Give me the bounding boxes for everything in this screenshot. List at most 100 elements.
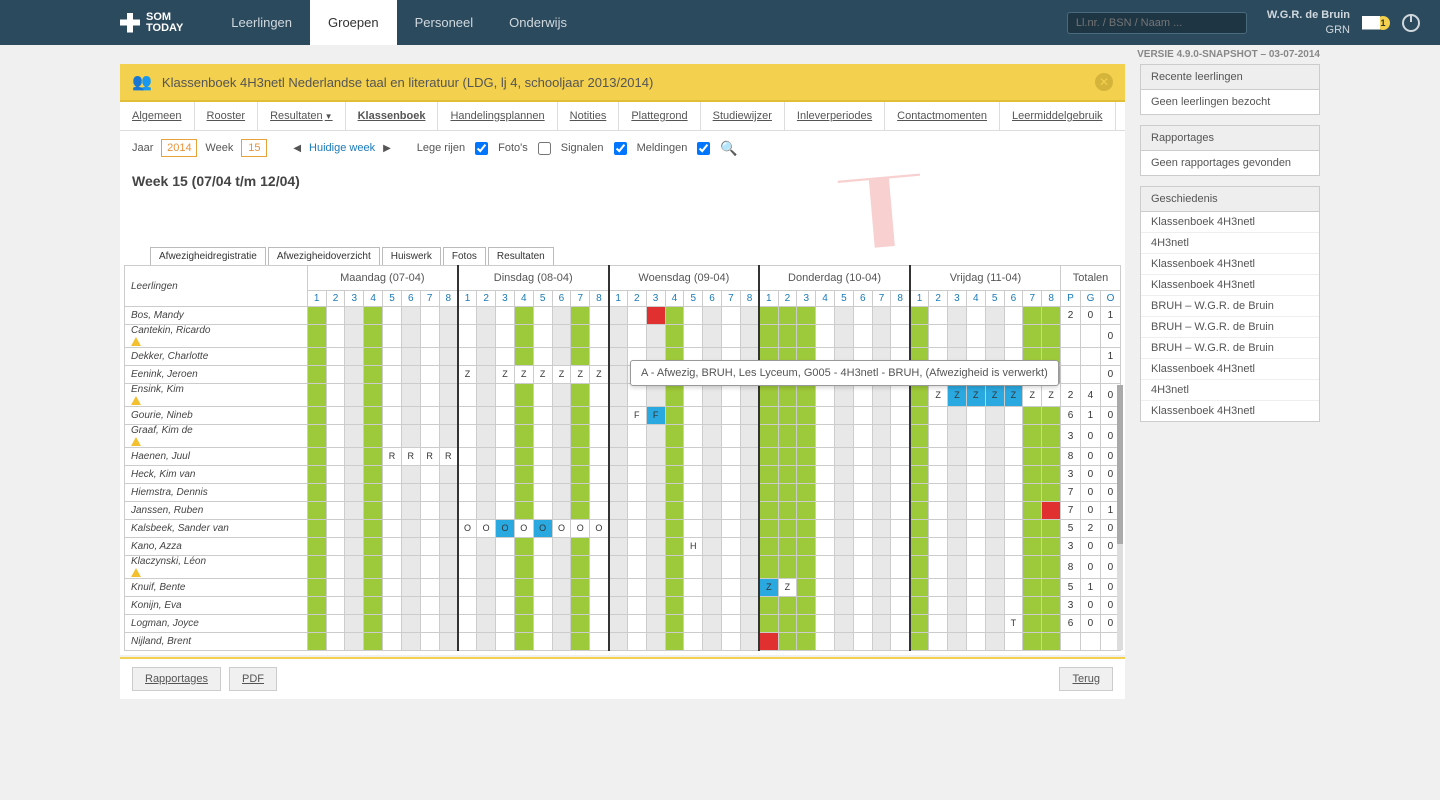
grid-cell[interactable]: T	[1004, 615, 1023, 633]
grid-cell[interactable]	[571, 307, 590, 325]
grid-cell[interactable]	[345, 348, 364, 366]
grid-cell[interactable]	[496, 484, 515, 502]
grid-cell[interactable]	[439, 633, 458, 651]
grid-cell[interactable]	[872, 466, 891, 484]
grid-cell[interactable]	[420, 484, 439, 502]
grid-cell[interactable]	[552, 597, 571, 615]
grid-cell[interactable]	[891, 325, 910, 348]
grid-cell[interactable]	[872, 597, 891, 615]
grid-cell[interactable]	[496, 384, 515, 407]
grid-cell[interactable]	[307, 597, 326, 615]
grid-cell[interactable]	[797, 384, 816, 407]
grid-cell[interactable]	[684, 466, 703, 484]
grid-cell[interactable]	[326, 538, 345, 556]
grid-cell[interactable]	[514, 502, 533, 520]
grid-cell[interactable]	[910, 384, 929, 407]
grid-cell[interactable]	[1004, 484, 1023, 502]
grid-cell[interactable]	[740, 502, 759, 520]
grid-cell[interactable]	[740, 307, 759, 325]
grid-cell[interactable]	[439, 366, 458, 384]
topnav-item-groepen[interactable]: Groepen	[310, 0, 397, 45]
grid-cell[interactable]	[590, 348, 609, 366]
grid-cell[interactable]	[514, 407, 533, 425]
grid-cell[interactable]: Z	[778, 579, 797, 597]
period-header[interactable]: 1	[759, 291, 778, 307]
grid-cell[interactable]	[307, 425, 326, 448]
grid-cell[interactable]	[665, 579, 684, 597]
grid-cell[interactable]	[703, 384, 722, 407]
period-header[interactable]: 1	[458, 291, 477, 307]
grid-cell[interactable]	[646, 538, 665, 556]
grid-cell[interactable]	[684, 520, 703, 538]
grid-cell[interactable]	[439, 538, 458, 556]
grid-cell[interactable]: O	[552, 520, 571, 538]
grid-cell[interactable]	[307, 325, 326, 348]
grid-cell[interactable]	[326, 484, 345, 502]
grid-cell[interactable]	[778, 502, 797, 520]
grid-cell[interactable]	[891, 407, 910, 425]
grid-cell[interactable]	[740, 484, 759, 502]
period-header[interactable]: 1	[609, 291, 628, 307]
grid-cell[interactable]	[571, 597, 590, 615]
grid-cell[interactable]	[834, 597, 853, 615]
grid-cell[interactable]: Z	[552, 366, 571, 384]
grid-cell[interactable]	[533, 384, 552, 407]
grid-cell[interactable]	[552, 307, 571, 325]
grid-cell[interactable]	[703, 484, 722, 502]
grid-cell[interactable]	[740, 448, 759, 466]
grid-cell[interactable]	[326, 307, 345, 325]
grid-cell[interactable]	[383, 538, 402, 556]
grid-cell[interactable]: O	[571, 520, 590, 538]
grid-cell[interactable]	[910, 484, 929, 502]
period-header[interactable]: 6	[552, 291, 571, 307]
grid-cell[interactable]	[496, 448, 515, 466]
grid-cell[interactable]	[910, 307, 929, 325]
grid-cell[interactable]	[533, 348, 552, 366]
next-week-icon[interactable]: ▶	[383, 143, 391, 154]
history-item[interactable]: Klassenboek 4H3netl	[1141, 274, 1319, 295]
grid-cell[interactable]	[684, 425, 703, 448]
grid-cell[interactable]	[552, 466, 571, 484]
grid-cell[interactable]	[853, 407, 872, 425]
grid-cell[interactable]	[910, 633, 929, 651]
grid-cell[interactable]	[948, 520, 967, 538]
grid-cell[interactable]	[477, 615, 496, 633]
grid-cell[interactable]	[533, 307, 552, 325]
grid-cell[interactable]	[665, 466, 684, 484]
period-header[interactable]: 8	[590, 291, 609, 307]
grid-cell[interactable]	[872, 448, 891, 466]
grid-cell[interactable]	[477, 407, 496, 425]
period-header[interactable]: 6	[1004, 291, 1023, 307]
grid-cell[interactable]	[646, 384, 665, 407]
grid-cell[interactable]	[759, 448, 778, 466]
grid-cell[interactable]	[834, 307, 853, 325]
search-icon[interactable]: 🔍	[720, 140, 737, 157]
grid-cell[interactable]	[627, 633, 646, 651]
grid-cell[interactable]	[420, 579, 439, 597]
grid-cell[interactable]	[364, 466, 383, 484]
student-name[interactable]: Graaf, Kim de	[125, 425, 308, 448]
grid-cell[interactable]	[929, 484, 948, 502]
grid-cell[interactable]	[533, 502, 552, 520]
grid-cell[interactable]	[627, 307, 646, 325]
grid-cell[interactable]	[646, 307, 665, 325]
grid-cell[interactable]	[1023, 466, 1042, 484]
grid-cell[interactable]	[439, 502, 458, 520]
grid-cell[interactable]	[929, 597, 948, 615]
grid-cell[interactable]	[910, 597, 929, 615]
grid-cell[interactable]	[703, 520, 722, 538]
grid-cell[interactable]	[646, 520, 665, 538]
grid-cell[interactable]	[552, 556, 571, 579]
grid-cell[interactable]	[609, 615, 628, 633]
grid-cell[interactable]	[1023, 538, 1042, 556]
grid-cell[interactable]	[439, 325, 458, 348]
period-header[interactable]: 4	[816, 291, 835, 307]
grid-cell[interactable]	[514, 448, 533, 466]
grid-cell[interactable]	[891, 520, 910, 538]
grid-cell[interactable]	[552, 407, 571, 425]
grid-cell[interactable]	[590, 466, 609, 484]
grid-cell[interactable]	[1004, 448, 1023, 466]
period-header[interactable]: 8	[891, 291, 910, 307]
grid-cell[interactable]	[816, 579, 835, 597]
grid-cell[interactable]	[872, 407, 891, 425]
